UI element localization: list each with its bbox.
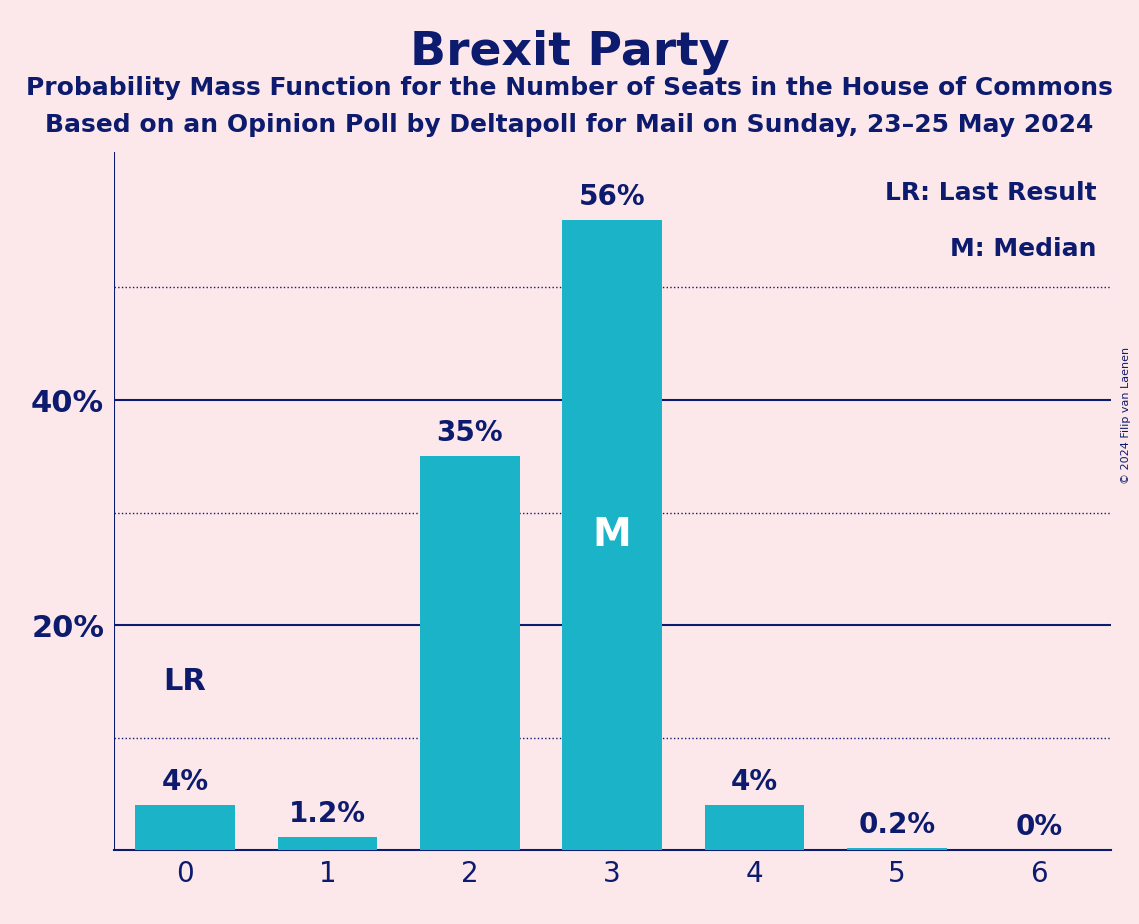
Text: Based on an Opinion Poll by Deltapoll for Mail on Sunday, 23–25 May 2024: Based on an Opinion Poll by Deltapoll fo… <box>46 113 1093 137</box>
Bar <box>278 836 377 850</box>
Text: 4%: 4% <box>731 768 778 796</box>
Text: 1.2%: 1.2% <box>289 799 366 828</box>
Text: M: M <box>592 516 632 554</box>
Text: 0.2%: 0.2% <box>859 811 935 839</box>
Text: Brexit Party: Brexit Party <box>410 30 729 75</box>
Bar <box>420 456 519 850</box>
Bar <box>847 848 947 850</box>
Bar <box>563 220 662 850</box>
Bar <box>136 805 235 850</box>
Text: 0%: 0% <box>1016 813 1063 841</box>
Bar <box>705 805 804 850</box>
Text: 35%: 35% <box>436 419 503 447</box>
Text: M: Median: M: Median <box>950 237 1096 261</box>
Text: Probability Mass Function for the Number of Seats in the House of Commons: Probability Mass Function for the Number… <box>26 76 1113 100</box>
Text: LR: LR <box>164 667 206 696</box>
Text: LR: Last Result: LR: Last Result <box>885 180 1096 204</box>
Text: 56%: 56% <box>579 183 646 211</box>
Text: 4%: 4% <box>162 768 208 796</box>
Text: © 2024 Filip van Laenen: © 2024 Filip van Laenen <box>1121 347 1131 484</box>
